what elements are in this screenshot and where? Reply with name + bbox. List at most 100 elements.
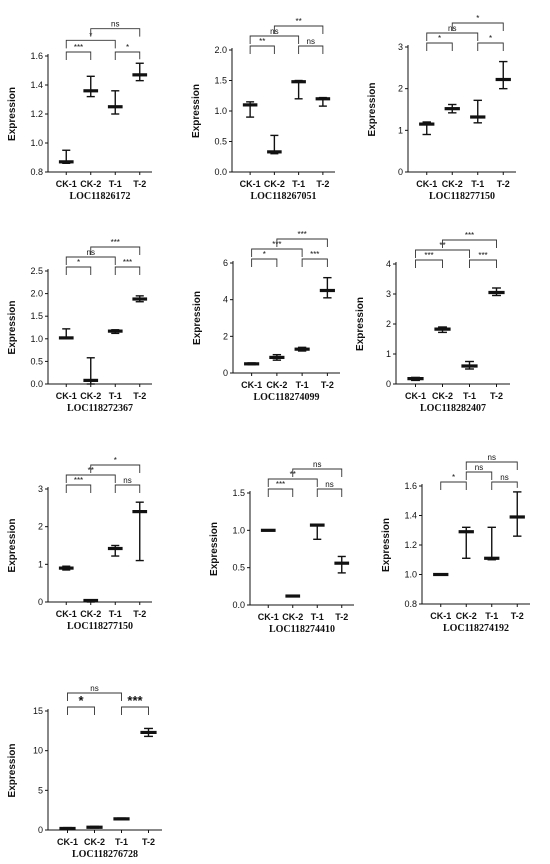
- significance-bracket: [491, 481, 518, 490]
- significance-bracket: [451, 22, 504, 31]
- x-tick-label: CK-2: [264, 179, 285, 189]
- x-tick-label: CK-2: [80, 609, 101, 619]
- x-tick-label: T-2: [335, 612, 348, 622]
- x-tick-label: CK-1: [405, 391, 426, 401]
- significance-bracket: [415, 249, 470, 258]
- significance-label: ***: [310, 250, 319, 259]
- y-tick-label: 0.8: [30, 167, 43, 177]
- significance-bracket: [298, 45, 324, 54]
- significance-label: *: [452, 473, 455, 482]
- y-tick-label: 10: [33, 746, 43, 756]
- significance-bracket: [426, 42, 453, 51]
- significance-label: ns: [307, 37, 315, 46]
- y-axis-title: Expression: [191, 84, 202, 138]
- y-tick-label: 0.5: [214, 137, 227, 147]
- gene-title: LOC118272367: [67, 403, 133, 414]
- significance-bracket: [415, 259, 443, 268]
- y-tick-label: 1.0: [30, 138, 43, 148]
- x-tick-label: CK-1: [57, 837, 78, 847]
- y-tick-label: 6: [223, 258, 228, 268]
- y-tick-label: 1.0: [214, 106, 227, 116]
- x-tick-label: CK-1: [241, 380, 262, 390]
- significance-bracket: [249, 35, 300, 44]
- significance-label: ***: [111, 238, 120, 247]
- chart-panel: 0.0 0.5 1.0 1.5 2.0 2.5 Expression CK-1 CK-2 T-1 T…: [7, 238, 152, 414]
- significance-label: ns: [313, 460, 321, 469]
- y-tick-label: 1.5: [232, 488, 245, 498]
- y-axis-title: Expression: [7, 301, 18, 355]
- y-tick-label: 0.0: [232, 600, 245, 610]
- x-tick-label: T-1: [109, 179, 122, 189]
- gene-title: LOC118276728: [72, 849, 138, 860]
- significance-bracket: [267, 488, 294, 497]
- significance-bracket: [276, 238, 328, 247]
- y-tick-label: 4: [223, 295, 228, 305]
- significance-label: *: [114, 456, 117, 465]
- y-tick-label: 2.0: [30, 289, 43, 299]
- significance-bracket: [249, 45, 275, 54]
- y-tick-label: 0.5: [30, 356, 43, 366]
- significance-bracket: [440, 481, 467, 490]
- significance-label: ns: [488, 453, 496, 462]
- significance-bracket: [301, 258, 328, 267]
- significance-label: ***: [424, 251, 433, 260]
- x-tick-label: T-1: [109, 391, 122, 401]
- x-tick-label: T-2: [142, 837, 155, 847]
- significance-bracket: [67, 692, 122, 701]
- x-tick-label: CK-2: [266, 380, 287, 390]
- y-tick-label: 2: [223, 331, 228, 341]
- significance-bracket: [65, 39, 116, 49]
- x-tick-label: CK-1: [56, 391, 77, 401]
- significance-bracket: [251, 248, 303, 257]
- y-tick-label: 0.8: [404, 599, 417, 609]
- x-tick-label: CK-1: [56, 179, 77, 189]
- x-tick-label: T-2: [321, 380, 334, 390]
- significance-bracket: [65, 484, 92, 493]
- x-tick-label: T-1: [485, 611, 498, 621]
- y-tick-label: 2: [386, 319, 391, 329]
- significance-bracket: [65, 51, 92, 60]
- significance-label: *: [438, 34, 441, 43]
- y-axis-title: Expression: [355, 297, 366, 351]
- y-tick-label: 1.2: [30, 109, 43, 119]
- gene-title: LOC11826172: [69, 191, 130, 202]
- x-tick-label: CK-1: [56, 609, 77, 619]
- y-tick-label: 1: [398, 125, 403, 135]
- significance-label: ***: [478, 251, 487, 260]
- chart-panel: 0.8 1.0 1.2 1.4 1.6 Expression CK-1 CK-2 T-1 T-2L…: [7, 20, 152, 202]
- significance-bracket: [90, 464, 141, 473]
- y-tick-label: 2.0: [214, 45, 227, 55]
- significance-bracket: [267, 478, 318, 487]
- significance-bracket: [65, 256, 116, 265]
- significance-label: *: [489, 34, 492, 43]
- chart-panel: 0 5 10 15 Expression CK-1 CK-2 T-1 T-2 LOC1182767…: [7, 684, 162, 860]
- x-tick-label: T-2: [511, 611, 524, 621]
- significance-bracket: [465, 471, 493, 480]
- x-tick-label: CK-2: [80, 391, 101, 401]
- significance-bracket: [114, 266, 141, 275]
- x-tick-label: CK-2: [282, 612, 303, 622]
- y-tick-label: 2.5: [30, 266, 43, 276]
- significance-label: ns: [475, 463, 483, 472]
- significance-label: ns: [90, 684, 98, 693]
- significance-label: ***: [74, 43, 83, 52]
- y-tick-label: 1.5: [30, 311, 43, 321]
- x-tick-label: CK-2: [442, 179, 463, 189]
- x-tick-label: T-1: [471, 179, 484, 189]
- x-tick-label: CK-1: [430, 611, 451, 621]
- y-tick-label: 0: [223, 368, 228, 378]
- x-tick-label: T-1: [463, 391, 476, 401]
- y-tick-label: 15: [33, 706, 43, 716]
- gene-title: LOC118274192: [443, 623, 509, 634]
- x-tick-label: T-2: [133, 179, 146, 189]
- y-tick-label: 0: [386, 379, 391, 389]
- significance-label: ***: [276, 480, 285, 489]
- chart-panel: 0.0 0.5 1.0 1.5 Expression CK-1 CK-2 T-1 T-2LOC1…: [209, 460, 354, 635]
- significance-label: ns: [325, 480, 333, 489]
- y-axis-title: Expression: [209, 522, 220, 576]
- y-tick-label: 3: [398, 42, 403, 52]
- x-tick-label: T-2: [133, 609, 146, 619]
- significance-label: *: [263, 250, 266, 259]
